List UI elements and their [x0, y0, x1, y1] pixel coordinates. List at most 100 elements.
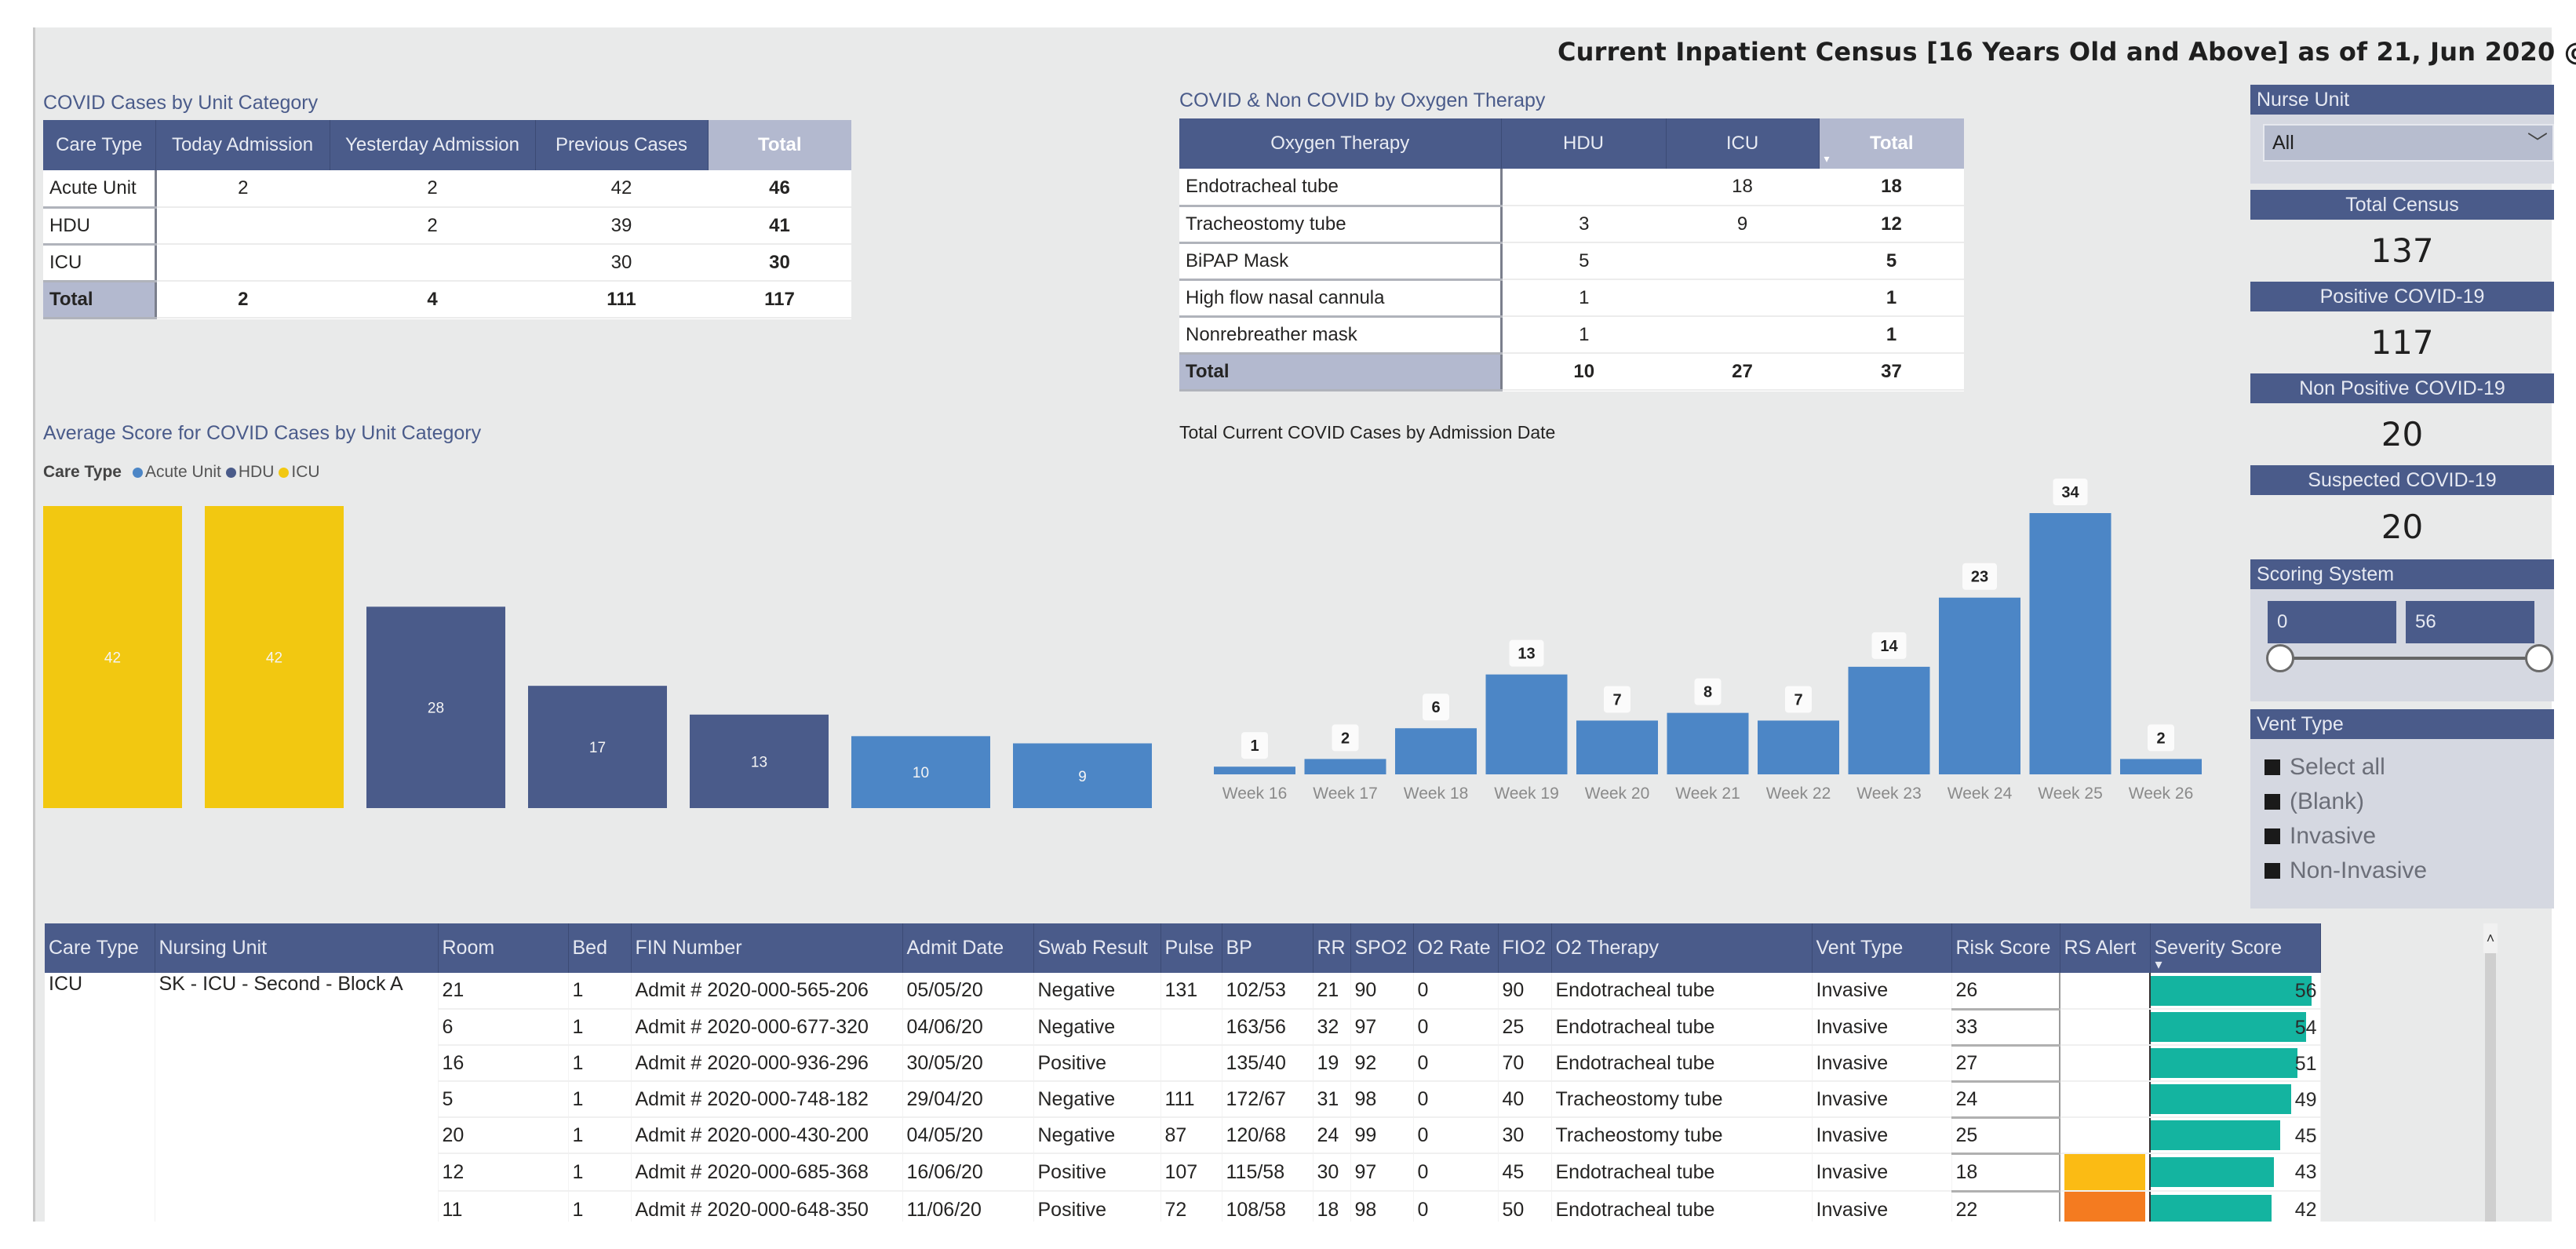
- x-tick-label: Week 17: [1313, 785, 1378, 803]
- col-total[interactable]: Total ▾: [1819, 118, 1964, 169]
- cell-therapy: Endotracheal tube: [1551, 1009, 1813, 1046]
- weekly-bar[interactable]: [1576, 720, 1658, 774]
- vent-option-non-invasive[interactable]: Non-Invasive: [2264, 854, 2554, 888]
- patient-row[interactable]: 20 1 Admit # 2020-000-430-200 04/05/20 Negat…: [45, 1117, 2321, 1155]
- patient-row[interactable]: 6 1 Admit # 2020-000-677-320 04/06/20 Negati…: [45, 1009, 2321, 1047]
- vent-option-blank[interactable]: (Blank): [2264, 785, 2554, 819]
- weekly-chart-title: Total Current COVID Cases by Admission D…: [1179, 422, 1556, 442]
- score-slider-min-handle[interactable]: [2266, 644, 2294, 672]
- cell-bed: 1: [568, 1153, 632, 1192]
- oxygen-table-row[interactable]: Nonrebreather mask 1 1: [1179, 316, 1964, 355]
- weekly-data-label: 6: [1431, 699, 1440, 716]
- weekly-bar[interactable]: [2120, 759, 2202, 774]
- nurse-unit-dropdown[interactable]: All ﹀: [2263, 124, 2554, 162]
- patient-row[interactable]: 11 1 Admit # 2020-000-648-350 11/06/20 Posit…: [45, 1191, 2321, 1222]
- col-fin-number[interactable]: FIN Number: [631, 923, 903, 973]
- col-pulse[interactable]: Pulse: [1160, 923, 1222, 973]
- avg-score-bar[interactable]: [851, 736, 990, 808]
- col-o2-rate[interactable]: O2 Rate: [1413, 923, 1499, 973]
- data-label-background: [1871, 632, 1907, 659]
- data-label-background: [1423, 694, 1449, 721]
- vent-option-invasive[interactable]: Invasive: [2264, 819, 2554, 854]
- cell-severity-score: 43: [2149, 1153, 2321, 1192]
- avg-score-bar[interactable]: [366, 606, 505, 808]
- oxygen-table-row[interactable]: BiPAP Mask 5 5: [1179, 242, 1964, 281]
- checkbox-icon[interactable]: [2264, 863, 2280, 879]
- col-hdu[interactable]: HDU: [1501, 118, 1667, 169]
- weekly-bar[interactable]: [1848, 666, 1930, 774]
- unit-table-row[interactable]: Acute Unit 2 2 42 46: [43, 170, 851, 209]
- patient-row[interactable]: 16 1 Admit # 2020-000-936-296 30/05/20 Posit…: [45, 1045, 2321, 1083]
- cell-fio2: 90: [1498, 973, 1552, 1010]
- cell-total: 1: [1819, 316, 1964, 354]
- cell-pulse: [1160, 1045, 1222, 1082]
- col-room[interactable]: Room: [438, 923, 569, 973]
- unit-table-row[interactable]: HDU 2 39 41: [43, 207, 851, 246]
- score-slider-track[interactable]: [2280, 657, 2539, 660]
- col-admit-date[interactable]: Admit Date: [902, 923, 1034, 973]
- weekly-bar[interactable]: [1667, 712, 1749, 774]
- col-nursing-unit[interactable]: Nursing Unit: [155, 923, 439, 973]
- patient-row[interactable]: 5 1 Admit # 2020-000-748-182 29/04/20 Negati…: [45, 1081, 2321, 1119]
- scroll-up-icon[interactable]: ˄: [2483, 923, 2498, 953]
- col-today-admission[interactable]: Today Admission: [155, 120, 330, 170]
- col-spo2[interactable]: SPO2: [1350, 923, 1414, 973]
- col-bed[interactable]: Bed: [568, 923, 632, 973]
- cell-therapy: Endotracheal tube: [1551, 1153, 1813, 1192]
- col-rr[interactable]: RR: [1313, 923, 1351, 973]
- cell-pulse: 72: [1160, 1191, 1222, 1222]
- col-previous-cases[interactable]: Previous Cases: [535, 120, 709, 170]
- unit-table-row[interactable]: ICU 30 30: [43, 244, 851, 282]
- col-yesterday-admission[interactable]: Yesterday Admission: [330, 120, 536, 170]
- weekly-bar[interactable]: [1758, 720, 1839, 774]
- weekly-bar[interactable]: [2029, 513, 2111, 774]
- vent-option-select-all[interactable]: Select all: [2264, 750, 2554, 785]
- legend-icu[interactable]: ICU: [291, 463, 320, 481]
- checkbox-icon[interactable]: [2264, 828, 2280, 844]
- weekly-bar[interactable]: [1304, 759, 1386, 774]
- checkbox-icon[interactable]: [2264, 794, 2280, 810]
- weekly-data-label: 7: [1794, 691, 1802, 708]
- cell-rs-alert: [2060, 973, 2151, 1010]
- col-vent-type[interactable]: Vent Type: [1812, 923, 1952, 973]
- data-label-background: [1604, 686, 1630, 713]
- cell-hdu: 5: [1501, 242, 1666, 280]
- avg-score-bar[interactable]: [43, 506, 182, 808]
- col-severity-score[interactable]: Severity Score ▾: [2150, 923, 2321, 973]
- scrollbar-thumb[interactable]: [2485, 953, 2496, 1222]
- side-panel: Nurse Unit All ﹀ Total Census 137 Positi…: [2250, 85, 2554, 909]
- col-o2-therapy[interactable]: O2 Therapy: [1551, 923, 1813, 973]
- weekly-bar[interactable]: [1939, 597, 2020, 774]
- col-bp[interactable]: BP: [1222, 923, 1314, 973]
- checkbox-icon[interactable]: [2264, 759, 2280, 775]
- patient-row[interactable]: 12 1 Admit # 2020-000-685-368 16/06/20 Posit…: [45, 1153, 2321, 1193]
- score-max-input[interactable]: 56: [2406, 601, 2534, 643]
- weekly-bar[interactable]: [1485, 674, 1568, 774]
- col-risk-score[interactable]: Risk Score: [1951, 923, 2060, 973]
- weekly-bar[interactable]: [1214, 767, 1295, 774]
- col-rs-alert[interactable]: RS Alert: [2060, 923, 2151, 973]
- col-care-type[interactable]: Care Type: [45, 923, 155, 973]
- col-swab-result[interactable]: Swab Result: [1033, 923, 1161, 973]
- oxygen-table-row[interactable]: Endotracheal tube 18 18: [1179, 169, 1964, 207]
- oxygen-table-row[interactable]: Tracheostomy tube 3 9 12: [1179, 206, 1964, 244]
- col-fio2[interactable]: FIO2: [1498, 923, 1552, 973]
- cell-therapy: Endotracheal tube: [1551, 1191, 1813, 1222]
- oxygen-table-row[interactable]: High flow nasal cannula 1 1: [1179, 279, 1964, 318]
- cell-admit: 16/06/20: [902, 1153, 1034, 1192]
- score-slider-max-handle[interactable]: [2525, 644, 2553, 672]
- score-min-input[interactable]: 0: [2268, 601, 2396, 643]
- avg-score-bar[interactable]: [1013, 743, 1152, 809]
- col-icu[interactable]: ICU: [1666, 118, 1820, 169]
- avg-score-bar[interactable]: [690, 714, 829, 808]
- avg-score-bar[interactable]: [528, 686, 667, 808]
- col-total[interactable]: Total: [708, 120, 851, 170]
- col-care-type[interactable]: Care Type: [43, 120, 156, 170]
- patient-row[interactable]: ICU SK - ICU - Second - Block A 21 1 Admit #…: [45, 973, 2321, 1222]
- legend-hdu[interactable]: HDU: [238, 463, 275, 481]
- col-oxygen-therapy[interactable]: Oxygen Therapy: [1179, 118, 1502, 169]
- detail-table-scrollbar[interactable]: ˄: [2483, 923, 2498, 1222]
- legend-acute-unit[interactable]: Acute Unit: [145, 463, 221, 481]
- weekly-bar[interactable]: [1395, 728, 1477, 774]
- avg-score-bar[interactable]: [205, 506, 344, 808]
